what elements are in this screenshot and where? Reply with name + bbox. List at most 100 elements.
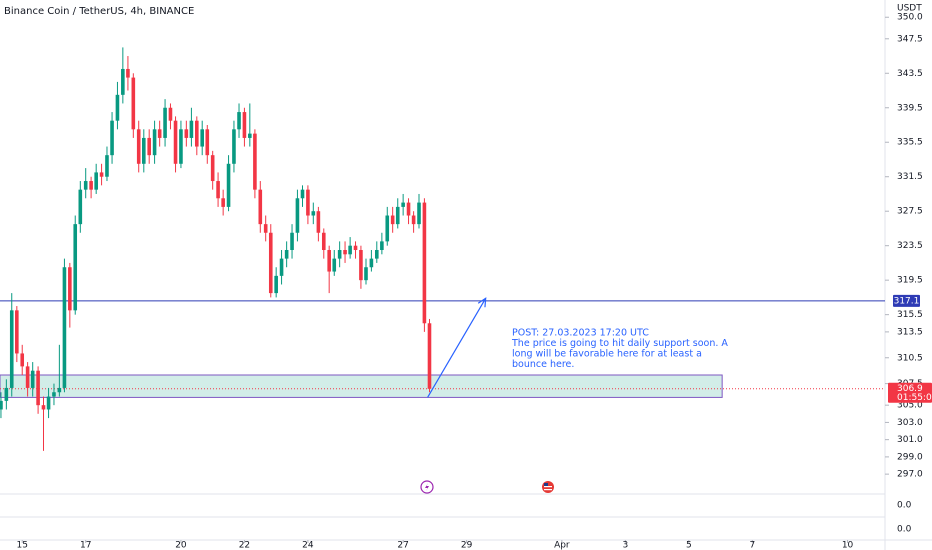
chart-title: Binance Coin / TetherUS, 4h, BINANCE	[4, 6, 194, 17]
candle-body	[226, 163, 231, 207]
x-tick-label: 15	[16, 541, 27, 550]
candle-body	[295, 198, 300, 233]
candle-body	[121, 68, 125, 95]
y-tick-label: 315.5	[897, 310, 923, 320]
y-tick-label: 339.5	[897, 103, 923, 113]
x-tick-label: Apr	[554, 541, 570, 550]
y-tick-label: 343.5	[897, 69, 923, 79]
candle-body	[274, 275, 278, 294]
candle-body	[237, 112, 241, 130]
candle-body	[163, 107, 167, 138]
y-tick-label: 335.5	[897, 138, 923, 148]
candle-body	[232, 129, 236, 164]
candle-body	[195, 120, 199, 147]
y-tick-label: 347.5	[897, 34, 923, 44]
y-tick-label: 305.0	[897, 401, 923, 411]
x-tick-label: 5	[686, 541, 692, 550]
candle-body	[374, 250, 379, 259]
candle-body	[210, 155, 215, 182]
event-icon[interactable]	[420, 480, 434, 494]
y-tick-label: 299.0	[897, 452, 923, 462]
candle-body	[131, 77, 136, 130]
candle-body	[268, 232, 273, 294]
candle-body	[99, 172, 104, 177]
x-tick-label: 17	[80, 541, 91, 550]
y-tick-label: 319.5	[897, 276, 923, 286]
y-tick-label: 303.0	[897, 418, 923, 428]
candle-body	[216, 181, 220, 199]
last-price-box	[888, 382, 932, 403]
annotation-text: POST: 27.03.2023 17:20 UTC	[512, 328, 649, 339]
candle-body	[0, 400, 3, 410]
candle-body	[406, 202, 411, 216]
candle-body	[385, 215, 390, 242]
candle-body	[258, 189, 263, 225]
candle-body	[126, 68, 130, 78]
candle-body	[348, 245, 352, 255]
candle-body	[152, 129, 157, 156]
y-tick-label: 310.5	[897, 353, 923, 363]
support-zone	[0, 374, 723, 398]
candle-body	[157, 129, 162, 138]
annotation-text: long will be favorable here for at least…	[512, 349, 702, 360]
candle-body	[417, 202, 421, 225]
candle-body	[136, 129, 141, 164]
arrow-head	[477, 297, 487, 308]
y-tick-label: 327.5	[897, 207, 923, 217]
y-tick-label: 297.0	[897, 470, 923, 480]
candle-body	[184, 129, 189, 138]
x-tick-label: 24	[302, 541, 314, 550]
candle-body	[242, 112, 247, 138]
candle-body	[427, 323, 432, 389]
arrow-line	[427, 297, 487, 398]
candle-body	[73, 224, 78, 311]
candle-body	[89, 181, 93, 190]
x-tick-label: 22	[239, 541, 250, 550]
candle-body	[41, 405, 46, 410]
y-tick-label: 323.5	[897, 241, 923, 251]
candle-body	[343, 250, 347, 255]
candle-body	[52, 392, 56, 397]
candle-body	[36, 370, 40, 406]
annotation-text: bounce here.	[512, 359, 574, 370]
candle-body	[279, 258, 284, 276]
candle-body	[83, 181, 88, 190]
currency-label: USDT	[897, 4, 922, 14]
candle-body	[359, 250, 363, 281]
y-tick-label: 331.5	[897, 172, 923, 182]
candle-body	[300, 189, 305, 199]
last-price-label: 306.9	[897, 384, 923, 394]
candle-body	[422, 202, 427, 324]
x-tick-label: 3	[622, 541, 628, 550]
y-tick-label: 313.5	[897, 327, 923, 337]
support-price-box	[893, 294, 920, 307]
candle-body	[147, 137, 151, 156]
candle-body	[200, 129, 205, 147]
candle-body	[205, 129, 210, 156]
candle-body	[390, 215, 395, 225]
candle-body	[316, 211, 321, 233]
x-tick-label: 10	[842, 541, 854, 550]
candle-body	[380, 241, 384, 250]
candle-body	[311, 211, 316, 216]
candle-body	[141, 137, 146, 164]
annotation-text: The price is going to hit daily support …	[511, 338, 728, 349]
candle-body	[68, 267, 72, 311]
candle-body	[173, 120, 178, 164]
indicator-tick-label: 0.0	[897, 525, 912, 535]
candle-body	[263, 224, 268, 233]
candle-body	[115, 94, 120, 121]
candle-body	[179, 129, 183, 164]
economic-event-icon[interactable]	[542, 481, 554, 493]
candle-body	[94, 172, 98, 190]
candle-body	[78, 189, 83, 225]
candle-body	[189, 120, 194, 138]
candle-body	[290, 232, 294, 250]
y-tick-label: 301.0	[897, 435, 923, 445]
candle-body	[62, 267, 67, 388]
x-tick-label: 7	[749, 541, 755, 550]
candle-body	[327, 250, 331, 272]
candle-body	[9, 310, 14, 388]
support-price-label: 317.1	[894, 296, 920, 306]
